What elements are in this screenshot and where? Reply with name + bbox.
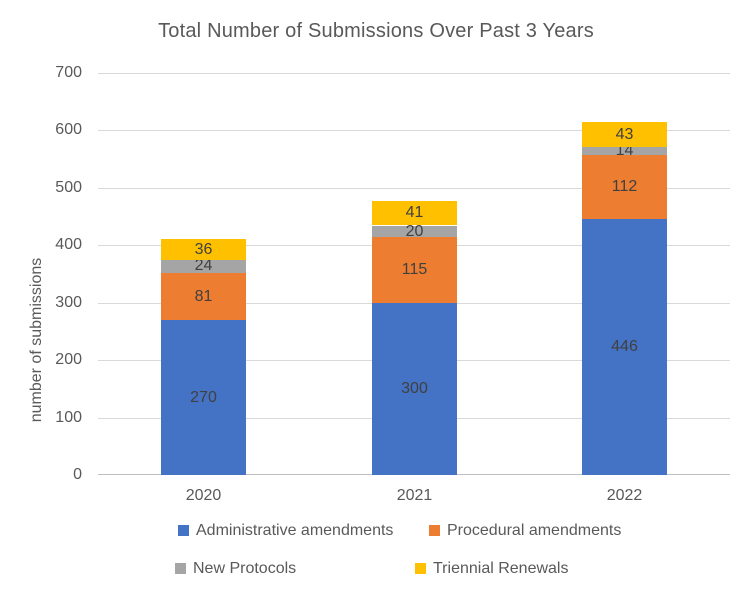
legend-item-triennial-renewals[interactable]: Triennial Renewals <box>415 560 568 577</box>
bar-value-label: 112 <box>611 178 638 195</box>
y-axis-tick-label: 600 <box>55 121 82 138</box>
bar-value-label: 20 <box>405 222 424 240</box>
gridline <box>98 130 730 131</box>
gridline <box>98 188 730 189</box>
legend-item-administrative-amendments[interactable]: Administrative amendments <box>178 522 393 539</box>
bar-value-label: 446 <box>611 338 638 355</box>
bar-segment-2020-procedural-amendments[interactable]: 81 <box>161 273 246 320</box>
y-axis-tick-label: 400 <box>55 236 82 253</box>
legend-swatch <box>178 525 189 536</box>
y-axis-tick-label: 300 <box>55 294 82 311</box>
bar-segment-2021-new-protocols[interactable]: 20 <box>372 222 457 240</box>
plot-area: 270 81 24 36 300 115 20 41 446 112 14 43 <box>98 73 730 475</box>
y-axis-tick-label: 0 <box>73 466 82 483</box>
bar-segment-2022-administrative-amendments[interactable]: 446 <box>582 219 667 475</box>
gridline <box>98 73 730 74</box>
bar-segment-2020-new-protocols[interactable]: 24 <box>161 257 246 274</box>
bar-segment-2020-administrative-amendments[interactable]: 270 <box>161 320 246 475</box>
bar-value-label: 81 <box>194 287 213 305</box>
bar-value-label: 300 <box>401 380 428 397</box>
bar-value-label: 270 <box>190 388 217 406</box>
legend-swatch <box>429 525 440 536</box>
bar-segment-2022-new-protocols[interactable]: 14 <box>582 143 667 159</box>
bar-segment-2022-procedural-amendments[interactable]: 112 <box>582 155 667 219</box>
legend-swatch <box>415 563 426 574</box>
legend-label: Procedural amendments <box>447 522 622 539</box>
x-axis-tick-label: 2021 <box>396 487 433 504</box>
bar-value-label: 43 <box>615 125 634 143</box>
y-axis-tick-label: 700 <box>55 64 82 81</box>
bar-segment-2022-triennial-renewals[interactable]: 43 <box>582 122 667 147</box>
bar-value-label: 41 <box>405 204 424 221</box>
bar-segment-2021-triennial-renewals[interactable]: 41 <box>372 201 457 225</box>
legend-label: New Protocols <box>193 560 297 577</box>
y-axis-tick-label: 100 <box>55 409 82 426</box>
x-axis-tick-label: 2020 <box>185 487 222 504</box>
bar-segment-2021-procedural-amendments[interactable]: 115 <box>372 237 457 303</box>
legend-item-new-protocols[interactable]: New Protocols <box>175 560 296 577</box>
legend-swatch <box>175 563 186 574</box>
bar-value-label: 115 <box>401 261 428 278</box>
y-axis-title: number of submissions <box>28 257 45 423</box>
y-axis-tick-label: 500 <box>55 179 82 196</box>
y-axis-tick-label: 200 <box>55 351 82 368</box>
bar-segment-2021-administrative-amendments[interactable]: 300 <box>372 303 457 475</box>
legend-label: Administrative amendments <box>196 522 394 539</box>
x-axis-tick-label: 2022 <box>606 487 643 504</box>
bar-value-label: 36 <box>194 240 213 258</box>
legend-item-procedural-amendments[interactable]: Procedural amendments <box>429 522 621 539</box>
bar-segment-2020-triennial-renewals[interactable]: 36 <box>161 239 246 260</box>
legend-label: Triennial Renewals <box>433 560 569 577</box>
chart-title: Total Number of Submissions Over Past 3 … <box>158 20 594 42</box>
bar-value-label: 24 <box>194 257 213 274</box>
